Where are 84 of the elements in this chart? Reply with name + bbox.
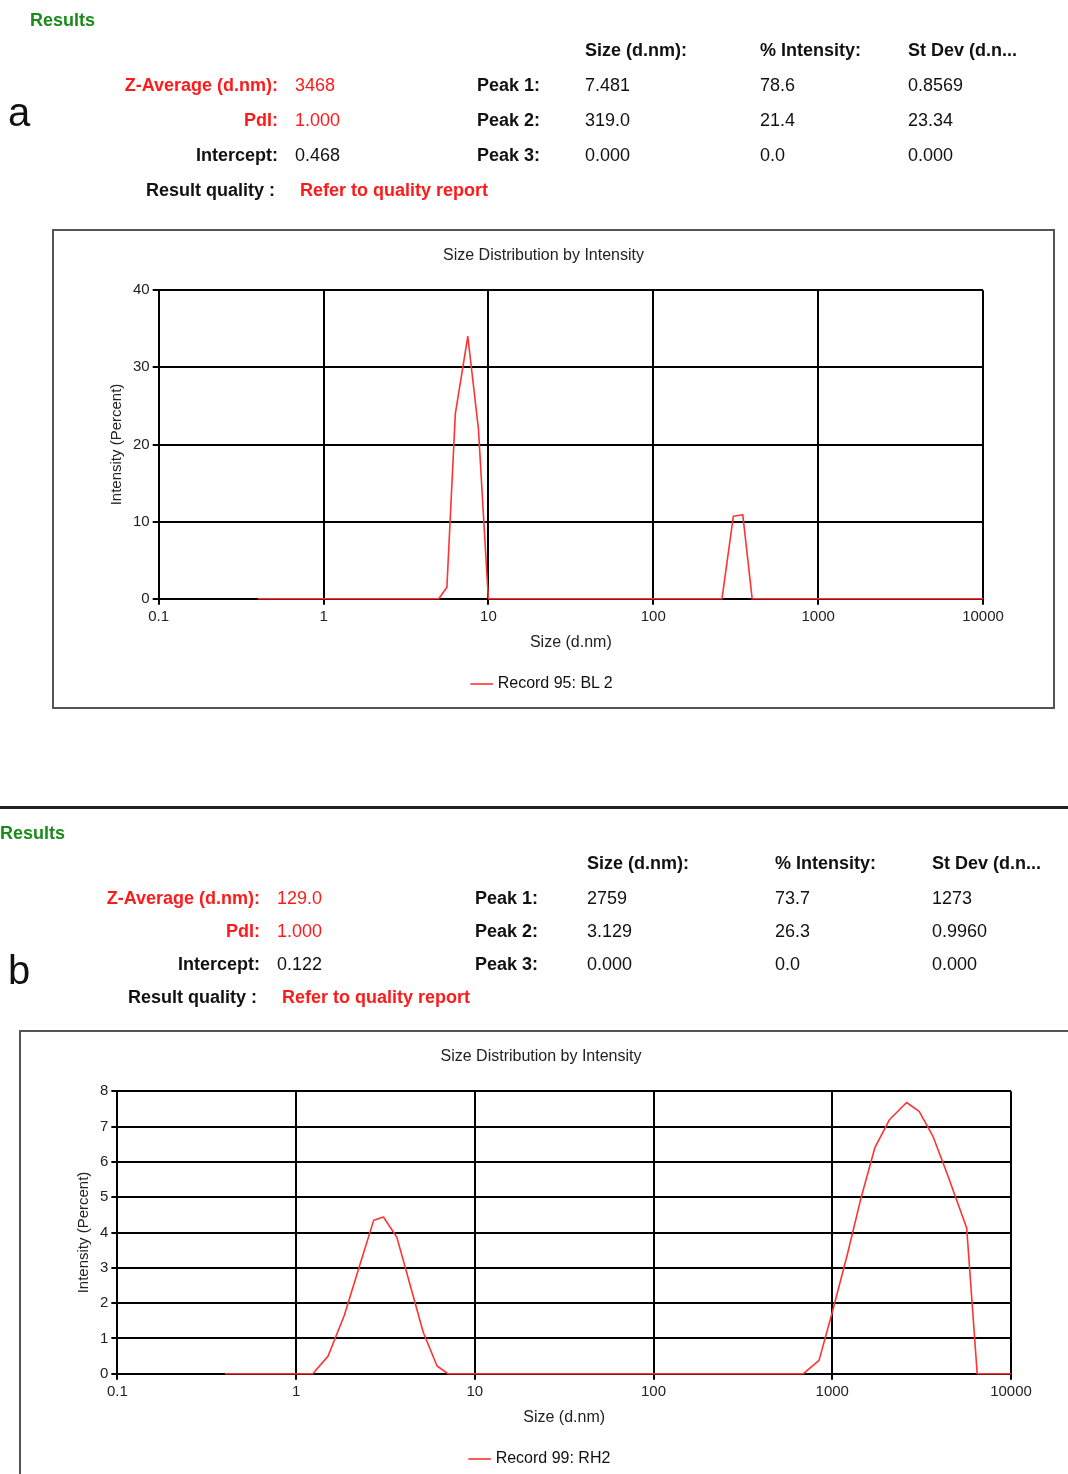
y-tick-label: 10 (133, 511, 150, 529)
text: Z-Average (d.nm): (106, 888, 260, 909)
x-tick-label: 0.1 (106, 1381, 128, 1399)
text: 1.000 (295, 110, 341, 131)
text: 26.3 (775, 921, 811, 942)
text: PdI: (244, 110, 278, 131)
text: Intercept: (177, 954, 260, 975)
text: 0.122 (277, 954, 323, 975)
x-tick-label: 100 (640, 606, 666, 624)
y-tick-label: 8 (100, 1081, 109, 1099)
text: 78.6 (760, 75, 796, 96)
text: 0.000 (908, 145, 954, 166)
text: PdI: (226, 921, 260, 942)
y-tick-label: 5 (100, 1187, 109, 1205)
text: 21.4 (760, 110, 796, 131)
x-tick-label: 1 (319, 606, 328, 624)
text: Results (30, 10, 96, 31)
y-axis-title: Intensity (Percent) (74, 1171, 92, 1294)
text: Refer to quality report (300, 180, 489, 201)
chart-title: Size Distribution by Intensity (443, 246, 644, 264)
legend-label: Record 95: BL 2 (497, 674, 613, 692)
text: Peak 1: (476, 75, 540, 96)
text: St Dev (d.n... (908, 40, 1018, 61)
text: 319.0 (585, 110, 631, 131)
x-tick-label: 10 (466, 1381, 484, 1399)
x-axis-title: Size (d.nm) (523, 1407, 606, 1425)
x-tick-label: 1000 (801, 606, 835, 624)
text: 0.000 (587, 954, 633, 975)
text: 0.0 (775, 954, 801, 975)
y-tick-label: 3 (100, 1257, 109, 1275)
text: Intercept: (195, 145, 278, 166)
text: 23.34 (908, 110, 954, 131)
y-tick-label: 1 (100, 1328, 109, 1346)
text: 0.468 (295, 145, 341, 166)
text: 0.8569 (908, 75, 964, 96)
text: Z-Average (d.nm): (124, 75, 278, 96)
legend-label: Record 99: RH2 (495, 1449, 611, 1467)
x-tick-label: 100 (641, 1381, 667, 1399)
y-tick-label: 4 (100, 1222, 109, 1240)
text: 0.9960 (932, 921, 988, 942)
y-tick-label: 6 (100, 1151, 109, 1169)
y-tick-label: 7 (100, 1116, 109, 1134)
text: 73.7 (775, 888, 811, 909)
text: 0.000 (585, 145, 631, 166)
x-tick-label: 10000 (990, 1381, 1032, 1399)
y-tick-label: 40 (133, 280, 150, 298)
text: 2759 (587, 888, 628, 909)
text: Size (d.nm): (587, 853, 689, 874)
y-tick-label: 30 (133, 357, 150, 375)
text: Peak 3: (476, 145, 540, 166)
text: Peak 2: (474, 921, 538, 942)
text: 1.000 (277, 921, 323, 942)
y-tick-label: 20 (133, 434, 150, 452)
y-tick-label: 0 (141, 588, 150, 606)
y-tick-label: 0 (100, 1363, 109, 1381)
chart-title: Size Distribution by Intensity (440, 1047, 642, 1065)
text: Peak 3: (474, 954, 538, 975)
text: 1273 (932, 888, 973, 909)
x-tick-label: 10 (480, 606, 497, 624)
text: % Intensity: (760, 40, 862, 61)
text: Results (0, 823, 66, 844)
x-tick-label: 1 (291, 1381, 301, 1399)
text: Peak 1: (474, 888, 538, 909)
text: Peak 2: (476, 110, 540, 131)
text: 3.129 (587, 921, 633, 942)
text: 0.000 (932, 954, 978, 975)
text: 7.481 (585, 75, 631, 96)
x-tick-label: 1000 (815, 1381, 849, 1399)
text: a (8, 90, 31, 135)
text: Refer to quality report (282, 987, 471, 1008)
text: 0.0 (760, 145, 786, 166)
text: Result quality : (127, 987, 257, 1008)
y-tick-label: 2 (100, 1293, 109, 1311)
x-tick-label: 10000 (962, 606, 1004, 624)
y-axis-title: Intensity (Percent) (107, 383, 125, 506)
text: % Intensity: (775, 853, 877, 874)
x-tick-label: 0.1 (148, 606, 170, 624)
text: b (8, 948, 31, 993)
x-axis-title: Size (d.nm) (529, 632, 612, 650)
text: Result quality : (145, 180, 275, 201)
text: 129.0 (277, 888, 323, 909)
text: 3468 (295, 75, 336, 96)
text: St Dev (d.n... (932, 853, 1042, 874)
text: Size (d.nm): (585, 40, 687, 61)
